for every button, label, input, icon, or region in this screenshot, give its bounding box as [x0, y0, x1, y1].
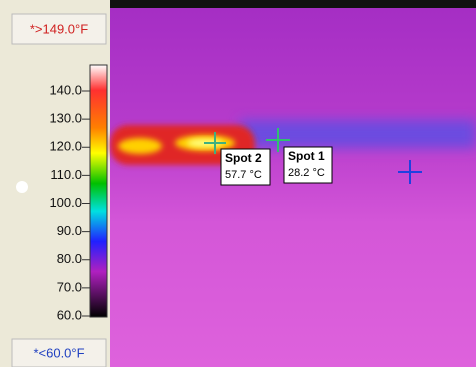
spot-reading: 57.7 °C [225, 169, 262, 181]
thermal-image [110, 8, 476, 367]
scale-tick-label: 60.0 [57, 307, 82, 322]
scale-tick-label: 70.0 [57, 279, 82, 294]
scale-tick-label: 80.0 [57, 251, 82, 266]
hot-core [118, 138, 162, 154]
slider-knob[interactable] [16, 181, 28, 193]
scale-tick-label: 140.0 [49, 82, 82, 97]
min-label: *<60.0°F [33, 345, 84, 360]
scale-tick-label: 100.0 [49, 195, 82, 210]
thermal-viewer: *>149.0°F *<60.0°F 140.0 130.0 120.0 110.0 1… [0, 0, 476, 367]
scale-tick-label: 120.0 [49, 139, 82, 154]
spot-name: Spot 2 [225, 151, 262, 165]
scale-tick-label: 110.0 [50, 167, 82, 182]
scale-tick-label: 130.0 [49, 111, 82, 126]
max-label: *>149.0°F [30, 21, 88, 36]
spot-reading: 28.2 °C [288, 167, 325, 179]
page: *>149.0°F *<60.0°F 140.0 130.0 120.0 110.0 1… [0, 0, 476, 367]
cool-band [240, 120, 476, 148]
scale-tick-label: 90.0 [57, 223, 82, 238]
top-border [110, 0, 476, 8]
color-scale [90, 65, 107, 317]
spot-name: Spot 1 [288, 149, 325, 163]
